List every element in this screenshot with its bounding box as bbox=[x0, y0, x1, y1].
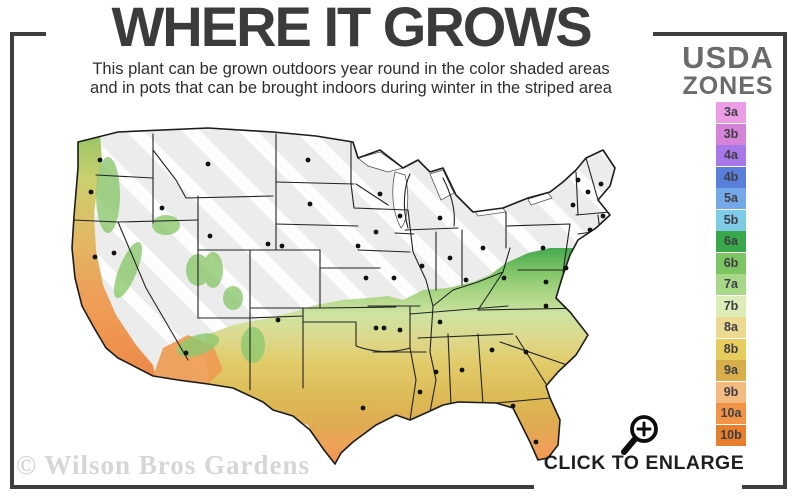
legend-zone-5a: 5a bbox=[716, 188, 746, 209]
legend-zone-7a: 7a bbox=[716, 274, 746, 295]
watermark: © Wilson Bros Gardens bbox=[16, 450, 310, 480]
page-title: WHERE IT GROWS bbox=[111, 0, 592, 58]
legend-title-zones: ZONES bbox=[682, 72, 774, 100]
legend-zone-3b: 3b bbox=[716, 123, 746, 145]
us-outline bbox=[71, 127, 616, 465]
legend-zone-6a: 6a bbox=[716, 231, 746, 252]
legend-zone-3a: 3a bbox=[716, 102, 746, 123]
color-shaded-west-region bbox=[72, 134, 156, 378]
legend-zone-9b: 9b bbox=[716, 381, 746, 403]
usda-zones-legend: 3a 3b 4a 4b 5a 5b 6a 6b 7a 7b 8a 8b 9a 9b 10a 10b bbox=[716, 102, 746, 446]
us-map-fills bbox=[72, 128, 615, 464]
state-borders bbox=[72, 133, 611, 421]
subtitle-line-2: and in pots that can be brought indoors … bbox=[90, 78, 612, 97]
legend-zone-4b: 4b bbox=[716, 166, 746, 188]
legend-zone-10b: 10b bbox=[716, 424, 746, 446]
mountain-green-patches bbox=[96, 157, 265, 363]
frame-bottom-left bbox=[10, 485, 534, 489]
legend-zone-7b: 7b bbox=[716, 295, 746, 317]
usda-zone-map[interactable] bbox=[58, 120, 650, 471]
legend-zone-10a: 10a bbox=[716, 403, 746, 424]
frame-top-left bbox=[10, 32, 46, 36]
frame-bottom-right bbox=[742, 485, 787, 489]
magnifier-plus-icon[interactable] bbox=[616, 411, 664, 464]
legend-zone-8a: 8a bbox=[716, 317, 746, 338]
legend-zone-5b: 5b bbox=[716, 209, 746, 231]
legend-title: USDA ZONES bbox=[666, 42, 790, 99]
legend-title-usda: USDA bbox=[682, 40, 774, 75]
legend-zone-4a: 4a bbox=[716, 145, 746, 166]
click-to-enlarge-button[interactable]: CLICK TO ENLARGE bbox=[543, 452, 745, 474]
city-dots bbox=[88, 157, 606, 445]
legend-zone-9a: 9a bbox=[716, 360, 746, 381]
legend-zone-8b: 8b bbox=[716, 338, 746, 360]
subtitle: This plant can be grown outdoors year ro… bbox=[30, 60, 672, 97]
frame-left bbox=[10, 32, 14, 489]
subtitle-line-1: This plant can be grown outdoors year ro… bbox=[92, 60, 610, 78]
legend-zone-6b: 6b bbox=[716, 252, 746, 274]
frame-right bbox=[783, 32, 787, 489]
frame-top-right bbox=[653, 32, 787, 36]
